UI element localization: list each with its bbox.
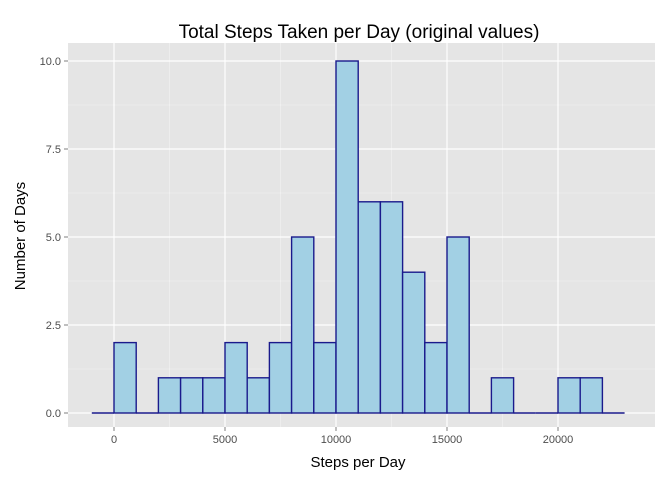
histogram-bar bbox=[379, 201, 404, 414]
histogram-bar bbox=[290, 236, 315, 414]
histogram-bar bbox=[335, 60, 359, 414]
x-tick-label: 20000 bbox=[543, 434, 574, 446]
x-axis-title: Steps per Day bbox=[310, 454, 406, 471]
x-tick-label: 15000 bbox=[432, 434, 463, 446]
histogram-bar bbox=[246, 377, 271, 414]
histogram-bars bbox=[91, 60, 625, 414]
histogram-bar bbox=[313, 341, 337, 414]
y-axis-title: Number of Days bbox=[12, 182, 29, 290]
x-tick-label: 5000 bbox=[213, 434, 237, 446]
x-axis-ticks: 0 5000 10000 15000 20000 bbox=[111, 427, 573, 446]
histogram-bar bbox=[579, 377, 604, 414]
y-tick-label: 10.0 bbox=[40, 56, 61, 68]
histogram-bar bbox=[202, 377, 226, 414]
y-tick-label: 7.5 bbox=[46, 144, 61, 156]
y-axis-ticks: 0.0 2.5 5.0 7.5 10.0 bbox=[40, 56, 68, 420]
histogram-bar bbox=[490, 377, 515, 414]
x-tick-label: 10000 bbox=[321, 434, 352, 446]
x-tick-label: 0 bbox=[111, 434, 117, 446]
histogram-bar bbox=[357, 201, 382, 414]
histogram-bar bbox=[113, 341, 137, 414]
histogram-bar bbox=[268, 341, 293, 414]
chart-title: Total Steps Taken per Day (original valu… bbox=[179, 22, 540, 43]
histogram-bar bbox=[446, 236, 470, 414]
histogram-bar bbox=[557, 377, 581, 414]
histogram-bar bbox=[224, 341, 248, 414]
y-tick-label: 0.0 bbox=[46, 408, 61, 420]
histogram-bar bbox=[401, 271, 426, 414]
y-tick-label: 5.0 bbox=[46, 232, 61, 244]
histogram-bar bbox=[179, 377, 204, 414]
histogram-bar bbox=[424, 341, 448, 414]
histogram-bar bbox=[157, 377, 182, 414]
y-tick-label: 2.5 bbox=[46, 320, 61, 332]
